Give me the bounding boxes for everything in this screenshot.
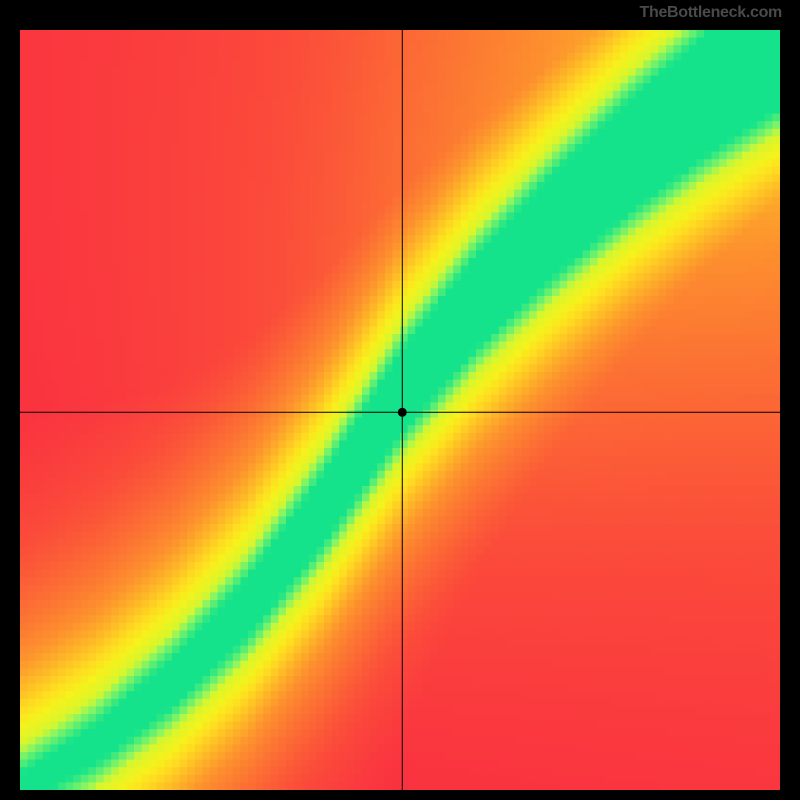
heatmap-plot <box>20 30 780 790</box>
watermark-text: TheBottleneck.com <box>640 4 783 22</box>
marker-point <box>398 408 407 417</box>
heatmap-svg <box>20 30 780 790</box>
